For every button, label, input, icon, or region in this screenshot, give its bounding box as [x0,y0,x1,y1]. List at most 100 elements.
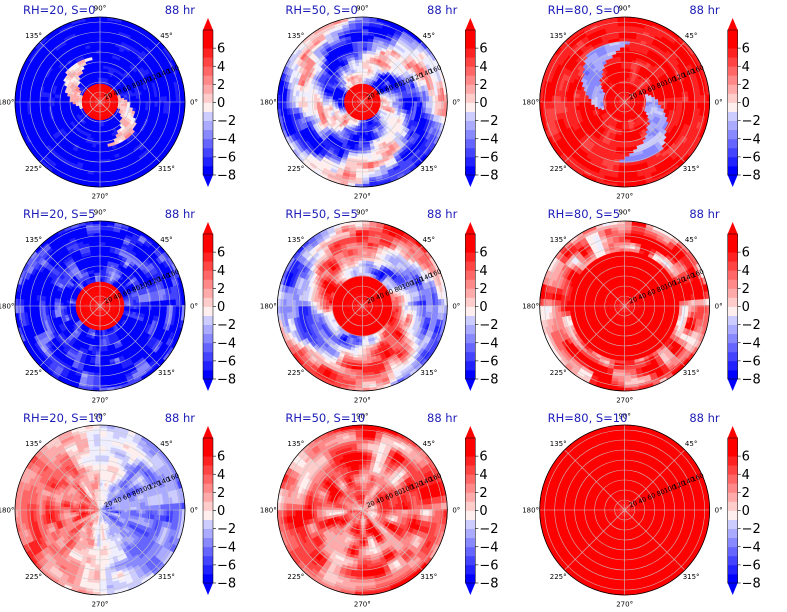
panel-time: 88 hr [427,207,458,221]
polar-grid [15,17,185,187]
radial-tick-label: 60 [646,287,657,298]
colorbar-tick-label: 6 [217,450,225,465]
radial-tick-label: 20 [103,499,114,510]
polar-frame [276,16,448,188]
angle-tick-label: 0° [715,507,723,515]
angle-tick-label: 135° [287,32,304,40]
radial-tick-label: 40 [637,495,648,506]
radial-tick-label: 60 [122,83,133,94]
angle-tick-label: 90° [94,5,106,13]
angle-tick-label: 270° [92,193,109,201]
radial-tick-label: 20 [365,499,376,510]
panel-time: 88 hr [689,207,720,221]
colorbar-tick-label: −4 [479,132,498,147]
angle-tick-label: 45° [685,32,697,40]
polar-grid [277,220,448,392]
angle-tick-label: 270° [616,601,633,609]
radial-tick-label: 20 [103,91,114,102]
colorbar-tick-label: −8 [217,169,236,184]
radial-tick-label: 80 [655,488,666,499]
polar-grid [539,220,710,392]
colorbar-tick-label: −2 [479,114,498,129]
colorbar-tick-label: −6 [742,354,761,369]
angle-tick-label: 135° [287,440,304,448]
colorbar-tick-label: 6 [742,42,750,57]
angle-tick-label: 90° [356,5,368,13]
colorbar: 6 4 2 0 −2 −4 −6 −8 [202,426,236,595]
colorbar-tick-label: −6 [217,150,236,165]
radial-tick-label: 60 [646,491,657,502]
angle-tick-label: 225° [25,573,42,581]
radial-tick-label: 40 [375,495,386,506]
radial-tick-label: 60 [384,287,395,298]
angle-tick-label: 225° [25,165,42,173]
polar-frame [539,424,711,596]
colorbar-tick-label: 6 [742,450,750,465]
angle-tick-label: 180° [260,507,277,515]
angle-tick-label: 180° [0,303,14,311]
polar-panel: 204060801001201401600°45°90°135°180°225°… [522,411,761,609]
radial-tick-label: 40 [112,87,123,98]
panel-title: RH=50, S=5 [285,207,357,221]
angle-tick-label: 180° [260,303,277,311]
colorbar-tick-label: 2 [479,486,487,501]
polar-grid [539,16,710,188]
angle-tick-label: 315° [158,369,175,377]
colorbar-tick-label: −2 [742,114,761,129]
angle-tick-label: 0° [452,303,460,311]
angle-tick-label: 0° [715,99,723,107]
colorbar-tick-label: −8 [479,577,498,592]
panel-title: RH=20, S=0 [23,3,95,17]
angle-tick-label: 135° [25,32,42,40]
angle-tick-label: 315° [683,165,700,173]
colorbar-tick-label: 2 [479,78,487,93]
radial-tick-label: 20 [365,295,376,306]
polar-frame [276,424,448,596]
colorbar-tick-label: 6 [479,42,487,57]
colorbar-tick-label: 0 [742,96,750,111]
polar-frame [14,220,186,392]
colorbar-tick-label: 4 [479,60,487,75]
colorbar-tick-label: 6 [479,246,487,261]
polar-panel: 204060801001201401600°45°90°135°180°225°… [522,3,761,201]
angle-tick-label: 180° [522,303,539,311]
colorbar-tick-label: −4 [742,540,761,555]
colorbar: 6 4 2 0 −2 −4 −6 −8 [202,18,236,187]
colorbar: 6 4 2 0 −2 −4 −6 −8 [202,222,236,391]
angle-tick-label: 270° [616,397,633,405]
radial-tick-label: 40 [375,291,386,302]
polar-grid [277,424,448,596]
radial-tick-label: 40 [637,291,648,302]
angle-tick-label: 315° [683,573,700,581]
panel-time: 88 hr [165,411,196,425]
radial-tick-label: 60 [122,287,133,298]
colorbar-tick-label: 2 [479,282,487,297]
polar-frame [14,424,186,596]
radial-tick-label: 80 [131,80,142,91]
colorbar-tick-label: −6 [742,558,761,573]
angle-tick-label: 315° [420,165,437,173]
angle-tick-label: 45° [685,236,697,244]
colorbar-tick-label: −2 [742,318,761,333]
radial-tick-label: 60 [384,491,395,502]
colorbar-tick-label: 0 [479,504,487,519]
radial-tick-label: 60 [122,491,133,502]
angle-tick-label: 225° [550,573,567,581]
colorbar-tick-label: −6 [217,354,236,369]
angle-tick-label: 225° [550,165,567,173]
panels: 204060801001201401600°45°90°135°180°225°… [0,3,761,609]
angle-tick-label: 90° [618,5,630,13]
colorbar-tick-label: 2 [217,282,225,297]
radial-tick-label: 20 [628,295,639,306]
colorbar-tick-label: −4 [742,336,761,351]
colorbar-tick-label: −8 [479,169,498,184]
colorbar-tick-label: 2 [217,78,225,93]
panel-title: RH=20, S=10 [23,411,103,425]
angle-tick-label: 0° [190,507,198,515]
angle-tick-label: 180° [522,507,539,515]
colorbar-tick-label: 4 [217,60,225,75]
colorbar-tick-label: 0 [217,300,225,315]
colorbar-tick-label: 6 [217,42,225,57]
colorbar-tick-label: 2 [742,282,750,297]
colorbar-tick-label: −4 [217,336,236,351]
